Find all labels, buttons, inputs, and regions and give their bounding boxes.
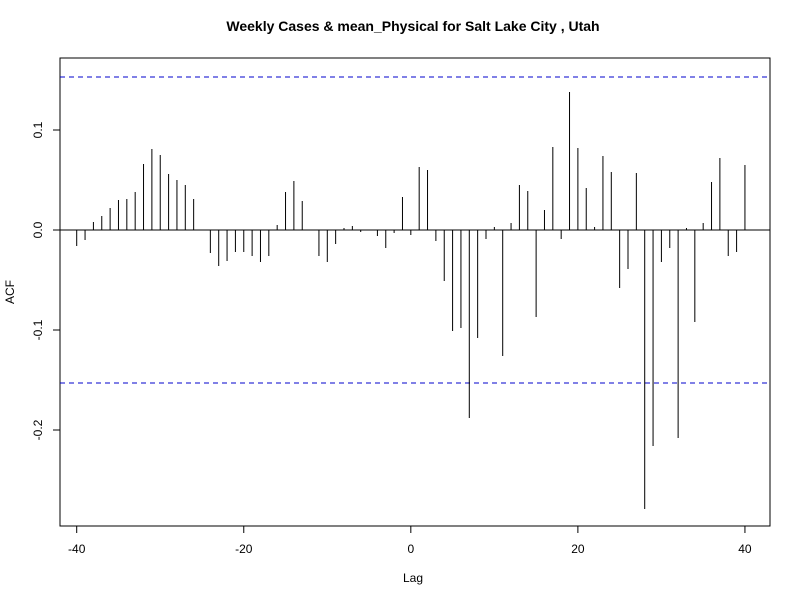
chart-title: Weekly Cases & mean_Physical for Salt La… <box>226 18 599 34</box>
y-tick-label: -0.1 <box>31 319 45 340</box>
x-tick-label: 20 <box>571 542 585 556</box>
plot-frame <box>59 57 771 527</box>
x-axis-label: Lag <box>403 571 423 585</box>
y-axis-label: ACF <box>3 280 17 304</box>
y-tick-label: 0.0 <box>31 221 45 238</box>
x-tick-label: -20 <box>235 542 253 556</box>
x-tick-label: 0 <box>407 542 414 556</box>
x-axis: -40 -20 0 20 40 <box>68 526 752 556</box>
confidence-limits <box>60 76 770 384</box>
x-tick-label: 40 <box>738 542 752 556</box>
acf-bars <box>76 92 746 509</box>
y-axis: -0.2 -0.1 0.0 0.1 <box>31 121 60 440</box>
x-tick-label: -40 <box>68 542 86 556</box>
y-tick-label: -0.2 <box>31 419 45 440</box>
y-tick-label: 0.1 <box>31 121 45 138</box>
